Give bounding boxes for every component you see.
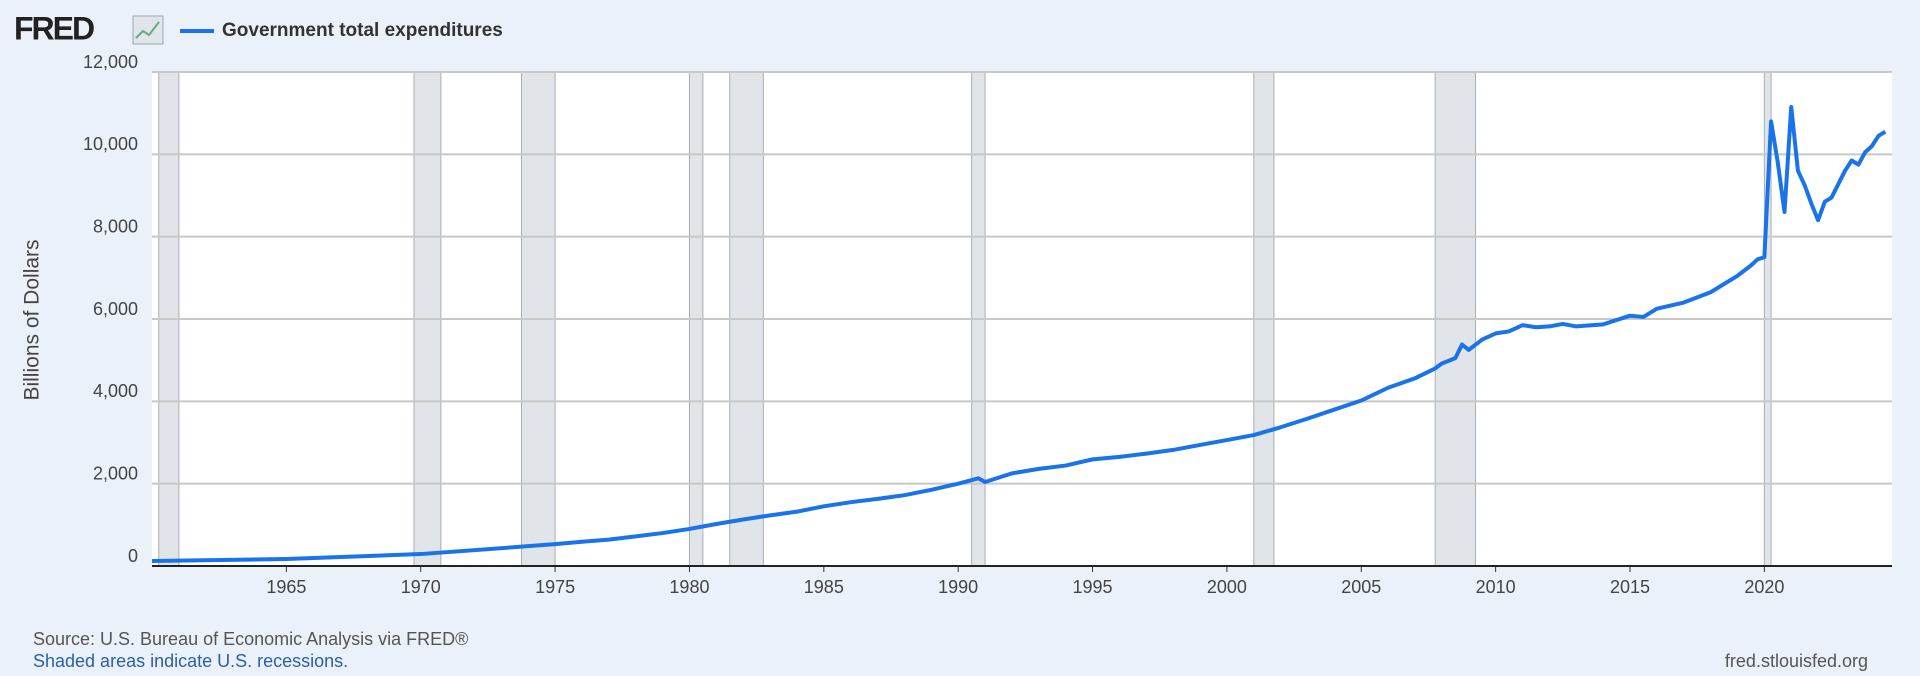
x-tick-label: 2015	[1610, 577, 1650, 597]
y-tick-label: 2,000	[93, 463, 138, 483]
logo: FRED	[14, 10, 94, 46]
y-tick-label: 0	[128, 546, 138, 566]
y-tick-label: 10,000	[83, 134, 138, 154]
y-tick-label: 4,000	[93, 381, 138, 401]
source: Source: U.S. Bureau of Economic Analysis…	[33, 629, 468, 649]
y-tick-label: 8,000	[93, 216, 138, 236]
y-axis-label: Billions of Dollars	[21, 239, 44, 400]
x-tick-label: 2010	[1476, 577, 1516, 597]
y-tick-label: 6,000	[93, 299, 138, 319]
x-tick-label: 2020	[1744, 577, 1784, 597]
y-tick-label: 12,000	[83, 52, 138, 72]
data-line	[151, 104, 1887, 564]
legend-label: Government total expenditures	[222, 20, 503, 41]
x-tick-label: 2000	[1207, 577, 1247, 597]
x-tick-label: 1975	[535, 577, 575, 597]
x-tick-label: 1990	[938, 577, 978, 597]
recession-note[interactable]: Shaded areas indicate U.S. recessions.	[33, 651, 348, 671]
x-tick-label: 1995	[1073, 577, 1113, 597]
site-link[interactable]: fred.stlouisfed.org	[1725, 651, 1868, 671]
x-tick-label: 1980	[669, 577, 709, 597]
x-tick-label: 2005	[1341, 577, 1381, 597]
x-tick-label: 1965	[266, 577, 306, 597]
x-tick-label: 1985	[804, 577, 844, 597]
logo-icon	[132, 15, 164, 45]
x-tick-label: 1970	[401, 577, 441, 597]
